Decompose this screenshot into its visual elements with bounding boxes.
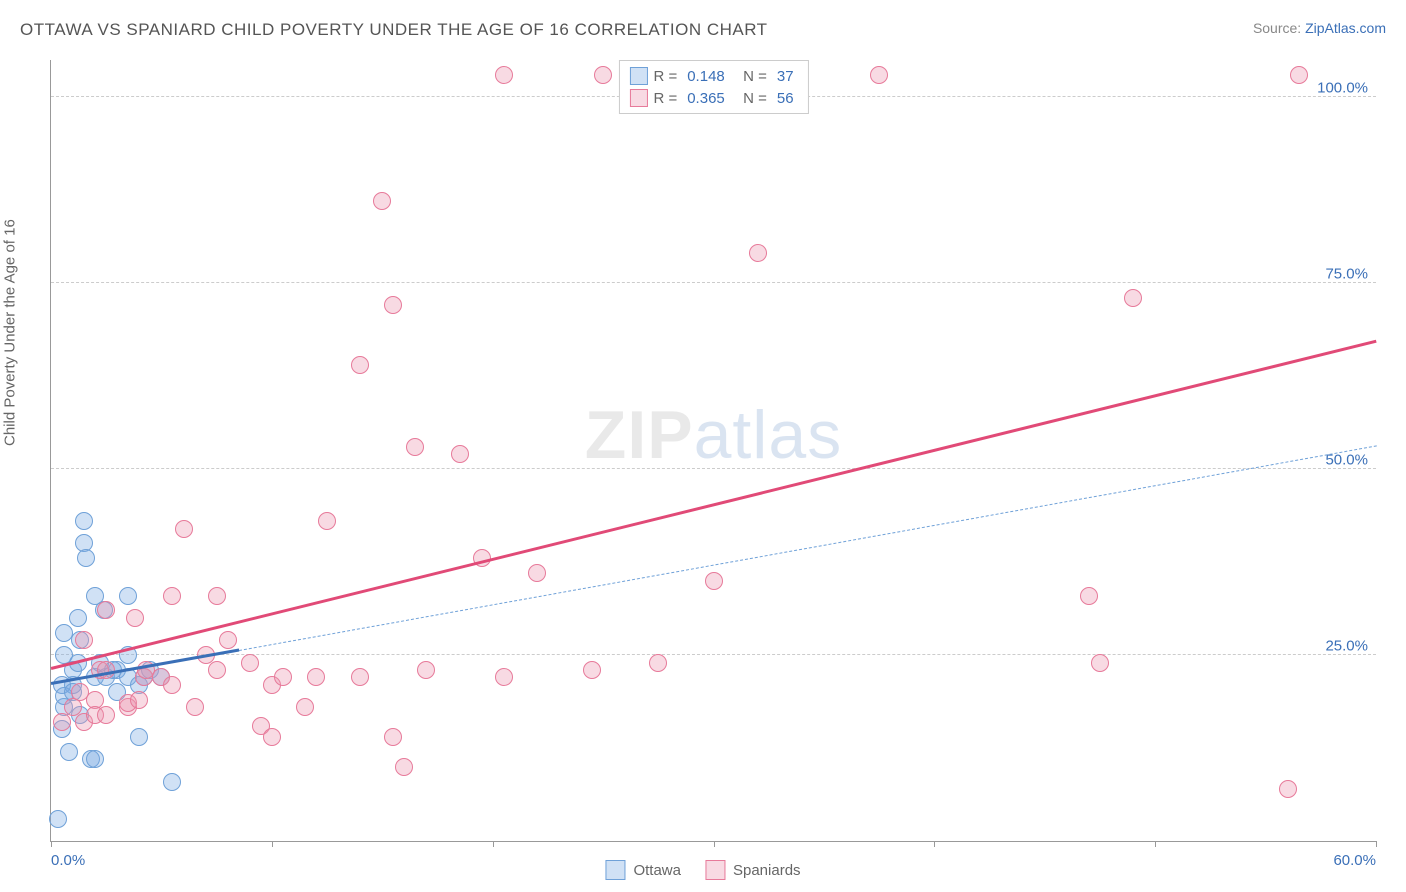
- legend-n-label: N =: [735, 90, 767, 107]
- data-point: [318, 512, 336, 530]
- legend-n-label: N =: [735, 68, 767, 85]
- data-point: [1091, 654, 1109, 672]
- x-tick-mark: [1155, 841, 1156, 847]
- data-point: [186, 698, 204, 716]
- legend-item: Spaniards: [705, 860, 801, 880]
- data-point: [97, 601, 115, 619]
- legend-stats: R = 0.148 N = 37R = 0.365 N = 56: [618, 60, 808, 114]
- data-point: [119, 587, 137, 605]
- gridline: [51, 282, 1376, 283]
- data-point: [219, 631, 237, 649]
- data-point: [351, 668, 369, 686]
- legend-r-label: R =: [653, 90, 677, 107]
- x-tick-label: 0.0%: [51, 852, 85, 869]
- data-point: [583, 661, 601, 679]
- legend-stat-row: R = 0.148 N = 37: [629, 65, 797, 87]
- data-point: [1279, 780, 1297, 798]
- watermark-atlas: atlas: [694, 397, 843, 473]
- y-tick-label: 25.0%: [1325, 638, 1368, 655]
- data-point: [75, 631, 93, 649]
- data-point: [97, 706, 115, 724]
- legend-swatch: [629, 67, 647, 85]
- data-point: [241, 654, 259, 672]
- x-tick-mark: [493, 841, 494, 847]
- data-point: [384, 728, 402, 746]
- data-point: [163, 676, 181, 694]
- x-tick-mark: [714, 841, 715, 847]
- legend-stat-row: R = 0.365 N = 56: [629, 87, 797, 109]
- data-point: [705, 572, 723, 590]
- legend-item: Ottawa: [605, 860, 681, 880]
- chart-title: OTTAWA VS SPANIARD CHILD POVERTY UNDER T…: [20, 20, 768, 40]
- data-point: [307, 668, 325, 686]
- data-point: [263, 728, 281, 746]
- plot-area: ZIPatlas R = 0.148 N = 37R = 0.365 N = 5…: [50, 60, 1376, 842]
- legend-n-value: 56: [777, 90, 794, 107]
- data-point: [296, 698, 314, 716]
- y-tick-label: 75.0%: [1325, 266, 1368, 283]
- data-point: [1124, 289, 1142, 307]
- data-point: [406, 438, 424, 456]
- trend-line: [51, 340, 1377, 670]
- data-point: [649, 654, 667, 672]
- legend-series: Ottawa Spaniards: [605, 860, 800, 880]
- x-tick-mark: [934, 841, 935, 847]
- data-point: [1080, 587, 1098, 605]
- legend-r-value: 0.365: [687, 90, 725, 107]
- data-point: [749, 244, 767, 262]
- x-tick-label: 60.0%: [1333, 852, 1376, 869]
- watermark: ZIPatlas: [585, 396, 842, 474]
- watermark-zip: ZIP: [585, 397, 694, 473]
- data-point: [208, 661, 226, 679]
- data-point: [594, 66, 612, 84]
- gridline: [51, 468, 1376, 469]
- legend-swatch: [605, 860, 625, 880]
- legend-n-value: 37: [777, 68, 794, 85]
- legend-swatch: [705, 860, 725, 880]
- y-axis-label: Child Poverty Under the Age of 16: [2, 219, 19, 446]
- data-point: [274, 668, 292, 686]
- data-point: [373, 192, 391, 210]
- data-point: [60, 743, 78, 761]
- data-point: [495, 66, 513, 84]
- data-point: [1290, 66, 1308, 84]
- data-point: [175, 520, 193, 538]
- data-point: [395, 758, 413, 776]
- data-point: [126, 609, 144, 627]
- legend-r-value: 0.148: [687, 68, 725, 85]
- data-point: [495, 668, 513, 686]
- data-point: [49, 810, 67, 828]
- data-point: [69, 609, 87, 627]
- data-point: [86, 750, 104, 768]
- data-point: [53, 713, 71, 731]
- x-tick-mark: [272, 841, 273, 847]
- source-label: Source: ZipAtlas.com: [1253, 20, 1386, 36]
- data-point: [163, 587, 181, 605]
- x-tick-mark: [1376, 841, 1377, 847]
- data-point: [451, 445, 469, 463]
- trend-line: [239, 446, 1376, 652]
- legend-swatch: [629, 89, 647, 107]
- legend-label: Ottawa: [633, 862, 681, 879]
- data-point: [208, 587, 226, 605]
- data-point: [75, 512, 93, 530]
- legend-label: Spaniards: [733, 862, 801, 879]
- x-tick-mark: [51, 841, 52, 847]
- data-point: [130, 691, 148, 709]
- data-point: [130, 728, 148, 746]
- source-prefix: Source:: [1253, 20, 1305, 36]
- y-tick-label: 100.0%: [1317, 80, 1368, 97]
- data-point: [77, 549, 95, 567]
- data-point: [163, 773, 181, 791]
- legend-r-label: R =: [653, 68, 677, 85]
- chart-container: OTTAWA VS SPANIARD CHILD POVERTY UNDER T…: [0, 0, 1406, 892]
- source-link[interactable]: ZipAtlas.com: [1305, 20, 1386, 36]
- data-point: [384, 296, 402, 314]
- data-point: [351, 356, 369, 374]
- data-point: [870, 66, 888, 84]
- data-point: [528, 564, 546, 582]
- data-point: [417, 661, 435, 679]
